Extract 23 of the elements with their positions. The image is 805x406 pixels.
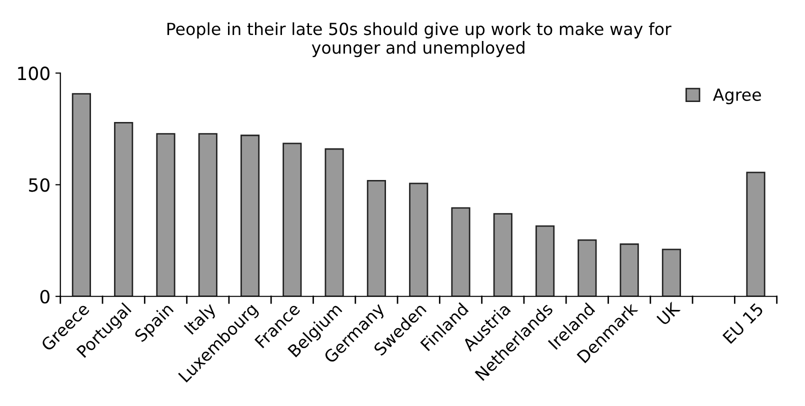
bar xyxy=(493,213,512,296)
bar xyxy=(746,172,766,296)
bar xyxy=(282,142,302,296)
bar xyxy=(578,239,597,296)
x-tick-label: EU 15 xyxy=(722,302,764,344)
bar xyxy=(114,122,134,296)
y-tick-label: 100 xyxy=(18,66,50,80)
bar xyxy=(662,248,682,296)
bar xyxy=(240,134,260,296)
bar xyxy=(451,207,470,296)
y-tick-label: 50 xyxy=(29,178,50,192)
bar xyxy=(366,180,386,296)
chart-title: People in their late 50s should give up work to make way for younger and unemployed xyxy=(167,22,672,58)
bar xyxy=(620,243,639,296)
bar xyxy=(72,93,91,296)
x-tick-label: UK xyxy=(656,301,681,326)
bar xyxy=(156,133,176,296)
bar xyxy=(535,225,555,296)
bar xyxy=(409,182,428,296)
bar xyxy=(198,133,218,296)
y-tick-label: 0 xyxy=(40,290,50,304)
bar xyxy=(324,148,344,296)
legend-label: Agree xyxy=(712,88,761,104)
